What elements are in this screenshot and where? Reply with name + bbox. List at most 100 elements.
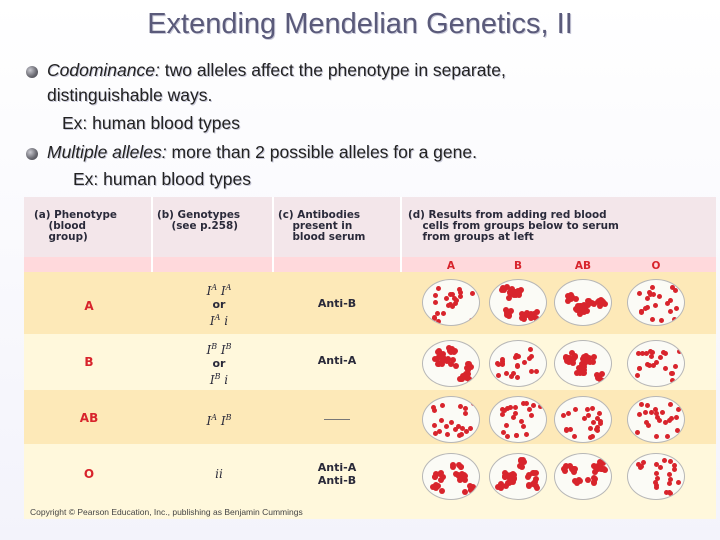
red-blood-cell — [662, 458, 668, 464]
red-blood-cell — [596, 303, 603, 309]
red-blood-cell — [446, 344, 453, 351]
red-blood-cell — [433, 299, 439, 305]
slide-title: Extending Mendelian Genetics, II — [147, 8, 573, 40]
red-blood-cell — [643, 350, 649, 356]
red-blood-cell — [436, 428, 442, 434]
red-blood-cell — [461, 471, 468, 478]
red-blood-cell — [634, 430, 640, 436]
dispersed-cells-dish — [422, 279, 480, 326]
red-blood-cell — [590, 462, 597, 469]
red-blood-cell — [525, 473, 532, 480]
red-blood-cell — [468, 487, 475, 494]
dispersed-cells-dish — [422, 396, 480, 443]
red-blood-cell — [510, 291, 517, 298]
red-blood-cell — [584, 407, 590, 413]
antibodies-b: Anti-A — [317, 354, 357, 367]
red-blood-cell — [638, 401, 644, 407]
dispersed-cells-dish — [489, 340, 547, 387]
red-blood-cell — [499, 285, 506, 292]
red-blood-cell — [573, 296, 580, 303]
red-blood-cell — [447, 361, 454, 368]
red-blood-cell — [517, 286, 524, 293]
term-codominance: Codominance: — [47, 60, 160, 80]
red-blood-cell — [672, 466, 678, 472]
red-blood-cell — [460, 373, 466, 380]
red-blood-cell — [431, 474, 438, 481]
red-blood-cell — [533, 309, 540, 316]
bullet-icon — [26, 66, 38, 78]
red-blood-cell — [531, 403, 537, 409]
red-blood-cell — [567, 462, 574, 469]
bullet-codominance: Codominance: two alleles affect the phen… — [47, 60, 506, 81]
red-blood-cell — [505, 434, 510, 440]
red-blood-cell — [502, 474, 509, 480]
red-blood-cell — [594, 372, 601, 379]
red-blood-cell — [584, 302, 591, 308]
red-blood-cell — [647, 362, 653, 368]
red-blood-cell — [437, 476, 444, 483]
red-blood-cell — [670, 378, 675, 384]
red-blood-cell — [520, 423, 526, 429]
clumped-cells-dish — [554, 279, 612, 326]
red-blood-cell — [449, 356, 456, 363]
red-blood-cell — [533, 476, 540, 483]
red-blood-cell — [505, 294, 512, 301]
red-blood-cell — [500, 429, 506, 435]
red-blood-cell — [590, 301, 597, 308]
red-blood-cell — [665, 433, 671, 439]
red-blood-cell — [658, 317, 664, 323]
red-blood-cell — [582, 415, 588, 421]
red-blood-cell — [448, 419, 454, 425]
red-blood-cell — [673, 415, 679, 421]
red-blood-cell — [502, 407, 508, 413]
red-blood-cell — [469, 317, 475, 323]
red-blood-cell — [529, 353, 535, 359]
red-blood-cell — [565, 358, 572, 365]
red-blood-cell — [591, 479, 598, 486]
red-blood-cell — [601, 301, 608, 308]
red-blood-cell — [654, 470, 660, 476]
red-blood-cell — [578, 304, 585, 311]
red-blood-cell — [649, 410, 655, 415]
red-blood-cell — [461, 476, 468, 483]
red-blood-cell — [503, 370, 509, 376]
red-blood-cell — [438, 470, 445, 477]
red-blood-cell — [589, 433, 595, 439]
red-blood-cell — [459, 425, 465, 431]
red-blood-cell — [462, 410, 468, 416]
red-blood-cell — [581, 364, 588, 370]
red-blood-cell — [568, 295, 575, 302]
red-blood-cell — [593, 465, 600, 472]
red-blood-cell — [653, 303, 659, 309]
red-blood-cell — [568, 427, 574, 433]
red-blood-cell — [526, 481, 533, 488]
red-blood-cell — [581, 367, 588, 374]
red-blood-cell — [648, 348, 653, 354]
red-blood-cell — [512, 354, 518, 360]
red-blood-cell — [439, 403, 445, 408]
red-blood-cell — [588, 425, 594, 431]
red-blood-cell — [653, 480, 659, 486]
red-blood-cell — [562, 462, 569, 469]
red-blood-cell — [502, 307, 509, 314]
red-blood-cell — [597, 466, 604, 473]
red-blood-cell — [571, 478, 578, 485]
red-blood-cell — [432, 471, 439, 478]
red-blood-cell — [636, 350, 642, 356]
column-label-b: B — [513, 260, 522, 272]
red-blood-cell — [565, 297, 571, 304]
red-blood-cell — [566, 411, 572, 417]
phenotype-o: O — [83, 467, 95, 481]
red-blood-cell — [507, 405, 513, 411]
red-blood-cell — [499, 360, 505, 366]
red-blood-cell — [514, 364, 520, 370]
red-blood-cell — [504, 406, 510, 412]
red-blood-cell — [666, 418, 672, 424]
antibodies-a: Anti-B — [317, 297, 357, 310]
red-blood-cell — [508, 307, 515, 314]
red-blood-cell — [443, 424, 449, 429]
red-blood-cell — [521, 401, 526, 407]
genotype-or: or — [212, 298, 226, 311]
red-blood-cell — [438, 488, 445, 495]
red-blood-cell — [667, 458, 673, 464]
